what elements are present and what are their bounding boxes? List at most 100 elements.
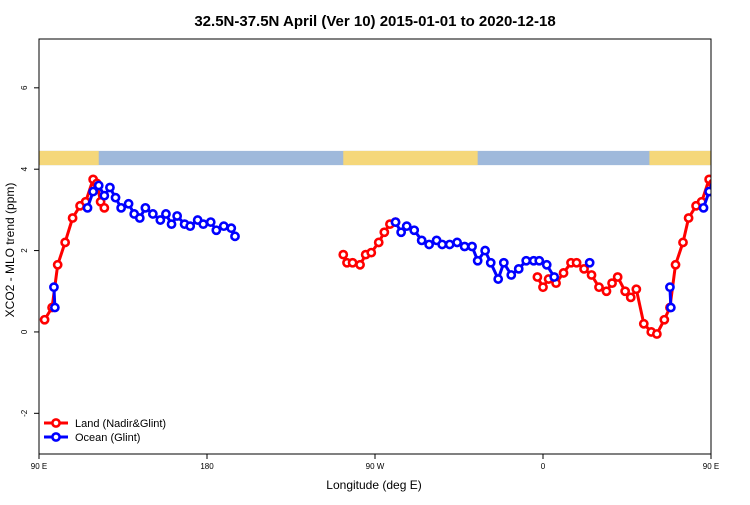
data-point <box>706 188 713 195</box>
data-point <box>614 273 621 280</box>
data-point <box>213 227 220 234</box>
legend-label: Ocean (Glint) <box>75 432 140 444</box>
data-point <box>640 320 647 327</box>
data-point <box>482 247 489 254</box>
data-point <box>560 269 567 276</box>
data-point <box>500 259 507 266</box>
land-band-segment <box>39 151 99 165</box>
series-line <box>396 222 555 279</box>
data-point <box>411 227 418 234</box>
data-point <box>187 223 194 230</box>
data-point <box>62 239 69 246</box>
data-point <box>573 259 580 266</box>
x-axis-label: Longitude (deg E) <box>326 478 421 492</box>
data-point <box>200 221 207 228</box>
data-point <box>661 316 668 323</box>
data-point <box>174 212 181 219</box>
data-point <box>207 218 214 225</box>
data-point <box>734 204 741 211</box>
data-point <box>536 257 543 264</box>
data-point <box>667 304 674 311</box>
y-axis-label: XCO2 - MLO trend (ppm) <box>3 183 17 318</box>
data-point <box>468 243 475 250</box>
y-tick-label: -2 <box>20 409 29 417</box>
series-0 <box>41 176 724 338</box>
data-point <box>728 194 735 201</box>
data-point <box>375 239 382 246</box>
data-point <box>50 284 57 291</box>
data-point <box>228 225 235 232</box>
data-point <box>101 204 108 211</box>
data-point <box>633 286 640 293</box>
data-point <box>713 198 720 205</box>
legend: Land (Nadir&Glint) Ocean (Glint) <box>44 418 166 444</box>
data-point <box>54 261 61 268</box>
data-point <box>381 229 388 236</box>
series-1 <box>50 182 750 311</box>
data-point <box>672 261 679 268</box>
data-point <box>84 204 91 211</box>
data-point <box>717 204 724 211</box>
data-point <box>418 237 425 244</box>
data-point <box>539 284 546 291</box>
data-point <box>356 261 363 268</box>
data-point <box>461 243 468 250</box>
data-point <box>392 218 399 225</box>
data-point <box>711 182 718 189</box>
data-point <box>51 304 58 311</box>
data-point <box>627 294 634 301</box>
data-point <box>534 273 541 280</box>
data-point <box>653 330 660 337</box>
data-point <box>685 214 692 221</box>
data-point <box>523 257 530 264</box>
data-point <box>551 273 558 280</box>
data-point <box>747 210 750 217</box>
land-band-segment <box>343 151 477 165</box>
data-point <box>231 233 238 240</box>
x-tick-label: 0 <box>541 462 546 471</box>
y-tick-label: 6 <box>20 85 29 90</box>
data-point <box>722 184 729 191</box>
data-point <box>69 214 76 221</box>
data-point <box>543 261 550 268</box>
data-point <box>162 210 169 217</box>
chart-title: 32.5N-37.5N April (Ver 10) 2015-01-01 to… <box>194 13 555 30</box>
data-point <box>41 316 48 323</box>
data-point <box>149 210 156 217</box>
data-point <box>588 271 595 278</box>
legend-label: Land (Nadir&Glint) <box>75 418 166 430</box>
data-point <box>349 259 356 266</box>
data-point <box>136 214 143 221</box>
data-point <box>125 200 132 207</box>
data-point <box>508 271 515 278</box>
data-point <box>403 223 410 230</box>
data-point <box>101 192 108 199</box>
data-point <box>495 275 502 282</box>
data-point <box>700 204 707 211</box>
data-point <box>515 265 522 272</box>
legend-marker <box>52 419 59 426</box>
data-point <box>679 239 686 246</box>
data-point <box>741 200 748 207</box>
x-tick-label: 90 E <box>703 462 719 471</box>
data-point <box>603 288 610 295</box>
legend-marker <box>52 433 59 440</box>
data-point <box>454 239 461 246</box>
data-point <box>118 204 125 211</box>
data-point <box>666 284 673 291</box>
y-tick-label: 2 <box>20 248 29 253</box>
land-band-segment <box>649 151 750 165</box>
data-point <box>142 204 149 211</box>
data-point <box>106 184 113 191</box>
data-point <box>112 194 119 201</box>
data-point <box>595 284 602 291</box>
data-point <box>474 257 481 264</box>
y-tick-label: 0 <box>20 329 29 334</box>
x-tick-label: 90 E <box>31 462 47 471</box>
data-point <box>220 223 227 230</box>
data-point <box>717 192 724 199</box>
data-point <box>426 241 433 248</box>
data-point <box>168 221 175 228</box>
